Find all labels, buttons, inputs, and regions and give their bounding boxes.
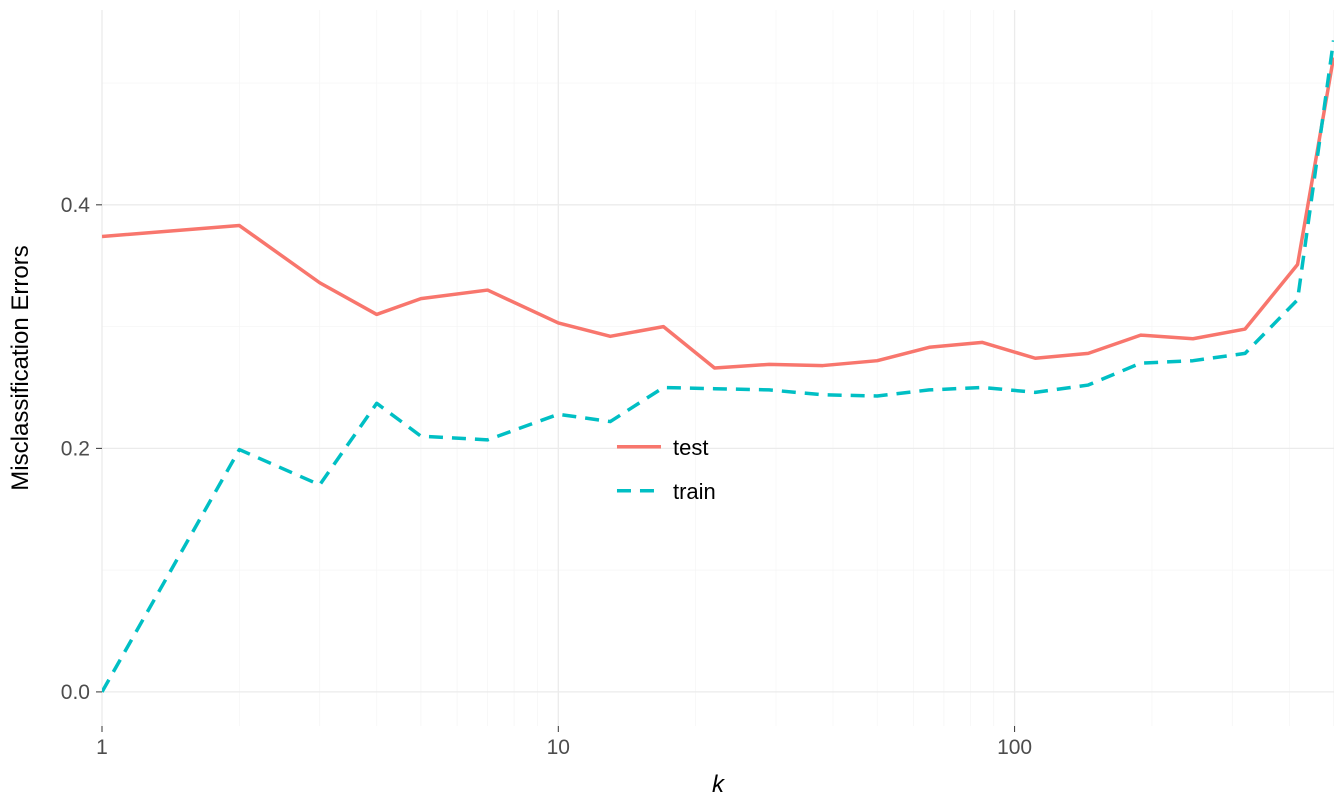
x-axis-title: k: [712, 771, 726, 798]
y-tick-label: 0.2: [61, 437, 90, 460]
x-tick-label: 1: [96, 736, 108, 759]
y-tick-label: 0.4: [61, 194, 91, 217]
x-tick-label: 10: [547, 736, 570, 759]
chart-container: 1 10 100 0.0 0.2 0.4 k Misclassification Errors…: [0, 0, 1344, 806]
legend-label-train: train: [673, 479, 716, 504]
legend-label-test: test: [673, 435, 708, 460]
x-tick-label: 100: [997, 736, 1032, 759]
y-tick-label: 0.0: [61, 681, 90, 704]
misclassification-chart: 1 10 100 0.0 0.2 0.4 k Misclassification Errors…: [0, 0, 1344, 806]
y-axis-title: Misclassification Errors: [7, 245, 34, 490]
